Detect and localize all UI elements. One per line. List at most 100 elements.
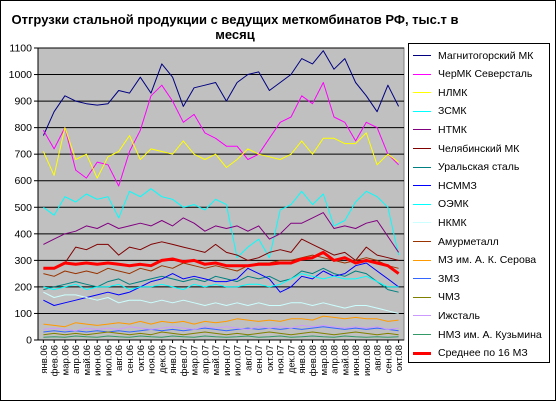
x-tick-label: янв.07 bbox=[168, 345, 179, 374]
series-line-7 bbox=[43, 262, 399, 306]
x-tick-label: окт.08 bbox=[394, 345, 405, 371]
x-tick-label: дек.06 bbox=[157, 345, 168, 373]
legend-label: НМЗ им. А. Кузьмина bbox=[438, 328, 542, 341]
y-tick-label: 1000 bbox=[9, 69, 33, 81]
legend-label: Уральская сталь bbox=[438, 161, 520, 174]
legend-item: Среднее по 16 МЗ bbox=[413, 345, 528, 362]
x-tick-label: фев.06 bbox=[50, 345, 61, 376]
legend-swatch bbox=[413, 241, 431, 242]
x-tick-label: май.07 bbox=[211, 345, 222, 375]
legend-label: ЧМЗ bbox=[438, 291, 461, 304]
x-tick-label: авг.07 bbox=[243, 345, 254, 371]
series-line-8 bbox=[43, 273, 399, 291]
plot-area bbox=[37, 47, 405, 341]
x-tick-label: дек.07 bbox=[286, 345, 297, 373]
x-tick-label: сен.08 bbox=[383, 345, 394, 374]
x-tick-label: сен.07 bbox=[254, 345, 265, 374]
x-tick-label: ноя.07 bbox=[276, 345, 287, 374]
legend-swatch bbox=[413, 351, 431, 355]
legend-swatch bbox=[413, 222, 431, 224]
x-tick-label: ноя.06 bbox=[147, 345, 158, 374]
legend-swatch bbox=[413, 203, 431, 205]
series-line-4 bbox=[43, 212, 400, 253]
x-tick-label: апр.07 bbox=[200, 345, 211, 374]
x-tick-label: июн.06 bbox=[93, 345, 104, 376]
legend-swatch bbox=[413, 92, 431, 94]
legend-label: Магнитогорский МК bbox=[438, 49, 534, 62]
y-tick-label: 200 bbox=[14, 281, 32, 293]
series-line-2 bbox=[42, 127, 399, 179]
legend-item: МЗ им. А. К. Серова bbox=[413, 252, 536, 269]
series-line-3 bbox=[43, 188, 400, 259]
legend-swatch bbox=[413, 334, 431, 335]
x-tick-label: июл.06 bbox=[103, 345, 114, 376]
x-tick-label: окт.06 bbox=[136, 345, 147, 371]
x-tick-label: май.06 bbox=[82, 345, 93, 375]
legend-item: НКМК bbox=[413, 214, 467, 231]
legend-swatch bbox=[413, 259, 431, 261]
legend-label: Челябинский МК bbox=[438, 142, 520, 155]
legend-item: Челябинский МК bbox=[413, 140, 519, 157]
legend-label: ЧерМК Северсталь bbox=[438, 68, 533, 81]
legend-label: МЗ им. А. К. Серова bbox=[438, 254, 537, 267]
legend-label: Среднее по 16 МЗ bbox=[438, 347, 528, 360]
legend-item: Амурметалл bbox=[413, 233, 499, 250]
y-tick-label: 600 bbox=[14, 175, 32, 187]
legend-swatch bbox=[413, 185, 431, 187]
legend-label: Ижсталь bbox=[438, 309, 480, 322]
series-line-16 bbox=[43, 250, 400, 275]
legend-label: ЗСМК bbox=[438, 105, 467, 118]
y-tick-label: 400 bbox=[14, 228, 32, 240]
y-tick-label: 700 bbox=[14, 149, 32, 161]
x-tick-label: май.08 bbox=[340, 345, 351, 375]
legend-item: ЗСМК bbox=[413, 103, 467, 120]
y-tick-label: 1100 bbox=[9, 43, 32, 55]
series-line-15 bbox=[43, 335, 399, 338]
x-tick-label: сен.06 bbox=[125, 345, 136, 374]
x-tick-label: апр.08 bbox=[330, 345, 341, 374]
series-line-5 bbox=[43, 238, 399, 269]
x-tick-label: авг.08 bbox=[373, 345, 384, 371]
legend-item: ОЭМК bbox=[413, 196, 469, 213]
legend-item: ЧМЗ bbox=[413, 289, 460, 306]
series-line-1 bbox=[42, 82, 399, 187]
series-line-12 bbox=[43, 326, 399, 333]
legend-swatch bbox=[413, 129, 431, 131]
x-tick-label: янв.08 bbox=[297, 345, 308, 374]
legend-swatch bbox=[413, 315, 431, 317]
legend-swatch bbox=[413, 296, 431, 298]
legend-item: НТМК bbox=[413, 121, 467, 138]
legend-swatch bbox=[413, 166, 431, 168]
series-line-11 bbox=[43, 315, 399, 328]
chart-legend: Магнитогорский МК ЧерМК Северсталь НЛМК ЗСМ… bbox=[408, 43, 550, 363]
chart-title: Отгрузки стальной продукции с ведущих ме… bbox=[11, 12, 459, 42]
y-tick-label: 0 bbox=[26, 335, 32, 347]
y-tick-label: 900 bbox=[14, 96, 32, 108]
x-tick-label: июн.07 bbox=[222, 345, 233, 376]
legend-item: Ижсталь bbox=[413, 307, 480, 324]
legend-item: Уральская сталь bbox=[413, 159, 519, 176]
legend-item: ЗМЗ bbox=[413, 270, 459, 287]
legend-item: Магнитогорский МК bbox=[413, 47, 533, 64]
legend-item: НСММЗ bbox=[413, 177, 477, 194]
series-line-13 bbox=[43, 331, 399, 336]
y-tick-label: 100 bbox=[14, 308, 32, 320]
legend-swatch bbox=[413, 73, 431, 75]
legend-item: ЧерМК Северсталь bbox=[413, 66, 532, 83]
legend-item: НМЗ им. А. Кузьмина bbox=[413, 326, 542, 343]
x-tick-label: янв.06 bbox=[39, 345, 50, 374]
x-tick-label: мар.06 bbox=[60, 345, 71, 375]
x-tick-label: мар.07 bbox=[190, 345, 201, 375]
x-tick-label: мар.08 bbox=[319, 345, 330, 375]
legend-swatch bbox=[413, 55, 431, 56]
series-line-14 bbox=[43, 324, 399, 332]
x-tick-label: авг.06 bbox=[114, 345, 125, 371]
legend-label: ЗМЗ bbox=[438, 272, 460, 285]
y-tick-label: 500 bbox=[14, 202, 32, 214]
series-line-9 bbox=[43, 291, 399, 314]
legend-label: НЛМК bbox=[438, 86, 468, 99]
legend-swatch bbox=[413, 148, 431, 149]
x-tick-label: фев.08 bbox=[308, 345, 319, 376]
x-tick-label: июн.08 bbox=[351, 345, 362, 376]
legend-swatch bbox=[413, 110, 431, 112]
